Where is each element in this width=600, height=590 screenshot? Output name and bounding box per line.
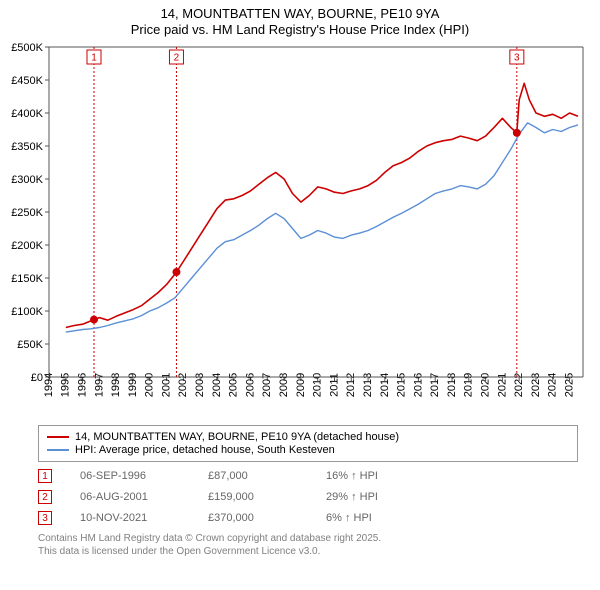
event-badge: 1 [38,469,52,483]
svg-text:2010: 2010 [312,373,324,397]
legend-label: 14, MOUNTBATTEN WAY, BOURNE, PE10 9YA (d… [75,431,399,443]
event-badge: 2 [38,490,52,504]
chart-svg: £0 £50K £100K £150K £200K £250K £300K £350K £400… [5,39,595,419]
title-line-2: Price paid vs. HM Land Registry's House … [0,22,600,37]
title-line-1: 14, MOUNTBATTEN WAY, BOURNE, PE10 9YA [0,6,600,21]
svg-text:2021: 2021 [496,373,508,397]
svg-text:2008: 2008 [278,373,290,397]
event-row: 3 10-NOV-2021 £370,000 6% ↑ HPI [38,511,578,525]
chart: £0 £50K £100K £150K £200K £250K £300K £350K £400… [5,39,595,419]
svg-text:2025: 2025 [563,373,575,397]
svg-text:1997: 1997 [93,373,105,397]
svg-text:1995: 1995 [60,373,72,397]
figure-root: 14, MOUNTBATTEN WAY, BOURNE, PE10 9YA Pr… [0,0,600,558]
svg-text:1996: 1996 [76,373,88,397]
legend: 14, MOUNTBATTEN WAY, BOURNE, PE10 9YA (d… [38,425,578,462]
svg-text:2022: 2022 [513,373,525,397]
footer-line-1: Contains HM Land Registry data © Crown c… [38,532,578,545]
svg-text:2002: 2002 [177,373,189,397]
svg-text:£200K: £200K [11,240,43,252]
footer-line-2: This data is licensed under the Open Gov… [38,545,578,558]
svg-text:2001: 2001 [160,373,172,397]
svg-text:2012: 2012 [345,373,357,397]
title-block: 14, MOUNTBATTEN WAY, BOURNE, PE10 9YA Pr… [0,0,600,39]
event-delta: 16% ↑ HPI [326,470,578,482]
svg-text:2000: 2000 [144,373,156,397]
legend-item: 14, MOUNTBATTEN WAY, BOURNE, PE10 9YA (d… [47,431,569,443]
svg-text:£350K: £350K [11,141,43,153]
svg-text:2019: 2019 [463,373,475,397]
svg-text:£300K: £300K [11,174,43,186]
svg-text:£150K: £150K [11,273,43,285]
svg-text:1999: 1999 [127,373,139,397]
svg-text:£450K: £450K [11,75,43,87]
svg-text:1998: 1998 [110,373,122,397]
svg-text:2015: 2015 [396,373,408,397]
svg-text:2007: 2007 [261,373,273,397]
event-price: £370,000 [208,512,298,524]
event-price: £159,000 [208,491,298,503]
event-table: 1 06-SEP-1996 £87,000 16% ↑ HPI 2 06-AUG-2001… [38,469,578,525]
event-delta: 29% ↑ HPI [326,491,578,503]
event-delta: 6% ↑ HPI [326,512,578,524]
svg-text:2003: 2003 [194,373,206,397]
legend-item: HPI: Average price, detached house, Sout… [47,444,569,456]
svg-text:2005: 2005 [228,373,240,397]
event-price: £87,000 [208,470,298,482]
svg-text:2006: 2006 [244,373,256,397]
svg-text:2024: 2024 [547,373,559,397]
svg-text:2020: 2020 [480,373,492,397]
svg-text:2017: 2017 [429,373,441,397]
svg-text:£500K: £500K [11,42,43,54]
svg-text:2004: 2004 [211,373,223,397]
svg-text:£0: £0 [31,372,43,384]
legend-label: HPI: Average price, detached house, Sout… [75,444,335,456]
svg-text:2: 2 [174,53,180,64]
legend-swatch [47,449,69,451]
svg-text:£50K: £50K [17,339,43,351]
svg-text:3: 3 [514,53,520,64]
svg-text:£100K: £100K [11,306,43,318]
svg-text:2009: 2009 [295,373,307,397]
event-date: 10-NOV-2021 [80,512,180,524]
event-badge: 3 [38,511,52,525]
svg-text:2018: 2018 [446,373,458,397]
svg-text:£250K: £250K [11,207,43,219]
event-date: 06-AUG-2001 [80,491,180,503]
event-row: 2 06-AUG-2001 £159,000 29% ↑ HPI [38,490,578,504]
svg-text:2023: 2023 [530,373,542,397]
event-row: 1 06-SEP-1996 £87,000 16% ↑ HPI [38,469,578,483]
svg-text:£400K: £400K [11,108,43,120]
event-date: 06-SEP-1996 [80,470,180,482]
svg-text:2016: 2016 [412,373,424,397]
svg-text:1: 1 [91,53,97,64]
legend-swatch [47,436,69,438]
footer-note: Contains HM Land Registry data © Crown c… [38,532,578,558]
svg-text:2013: 2013 [362,373,374,397]
svg-text:2014: 2014 [379,373,391,397]
